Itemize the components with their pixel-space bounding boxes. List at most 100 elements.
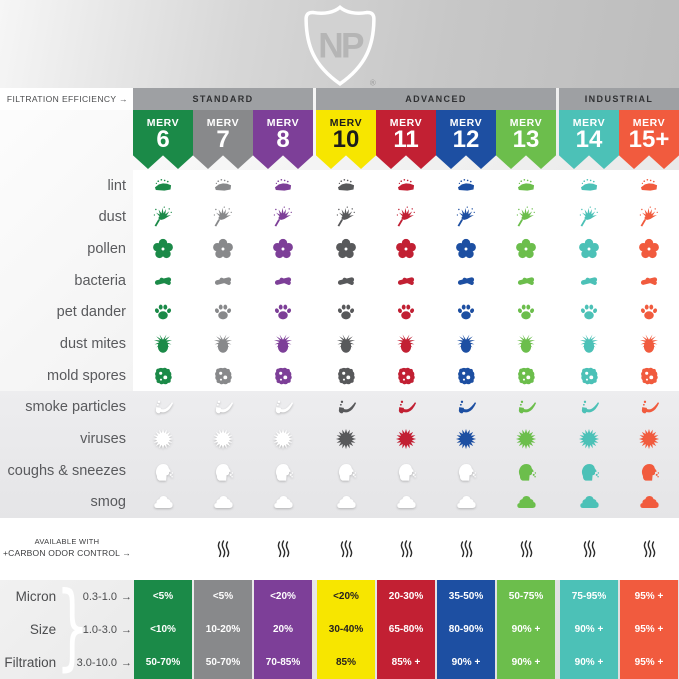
pipe-icon	[578, 396, 600, 418]
mold-icon	[515, 365, 537, 387]
filtration-efficiency-label: FILTRATION EFFICIENCY →	[0, 88, 133, 110]
particle-row-lint: lint	[0, 170, 679, 202]
carbon-label-line2: +CARBON ODOR CONTROL →	[2, 548, 132, 558]
mold-icon	[335, 365, 357, 387]
lint-icon	[638, 175, 660, 197]
smog-icon	[578, 491, 600, 513]
sneeze-icon	[455, 460, 477, 482]
merv-word-label: MERV	[449, 117, 483, 129]
virus-icon	[335, 428, 357, 450]
virus-icon	[395, 428, 417, 450]
dust-icon	[395, 206, 417, 228]
micron-range: 3.0-10.0	[76, 656, 117, 669]
dust-icon	[638, 206, 660, 228]
particle-row-smoke-particles: smoke particles	[0, 391, 679, 423]
efficiency-value: 80-90%	[448, 624, 484, 635]
particle-row-mold-spores: mold spores	[0, 360, 679, 392]
lint-icon	[335, 175, 357, 197]
mite-icon	[272, 333, 294, 355]
sneeze-icon	[212, 460, 234, 482]
sneeze-icon	[578, 460, 600, 482]
size-row-header-filtration: Filtration 3.0-10.0 →	[0, 646, 132, 679]
nordic-pure-shield-logo: NP ®	[304, 4, 376, 88]
efficiency-column-merv-14: 75-95% 90% + 90% +	[560, 580, 618, 679]
pollen-icon	[212, 238, 234, 260]
steam-icon	[637, 536, 661, 563]
efficiency-column-merv-10: <20% 30-40% 85%	[317, 580, 375, 679]
efficiency-value: 70-85%	[265, 657, 301, 668]
pollen-icon	[152, 238, 174, 260]
sneeze-icon	[395, 460, 417, 482]
bacteria-icon	[335, 270, 357, 292]
mite-icon	[335, 333, 357, 355]
pipe-icon	[152, 396, 174, 418]
smog-icon	[335, 491, 357, 513]
steam-icon	[211, 536, 235, 563]
mite-icon	[578, 333, 600, 355]
particle-row-pollen: pollen	[0, 233, 679, 265]
mite-icon	[395, 333, 417, 355]
efficiency-value: <20%	[333, 591, 359, 602]
sneeze-icon	[335, 460, 357, 482]
pollen-icon	[515, 238, 537, 260]
merv-banner-10: MERV 10	[316, 110, 376, 169]
particle-row-dust: dust	[0, 202, 679, 234]
dust-icon	[212, 206, 234, 228]
efficiency-value: 65-80%	[388, 624, 424, 635]
arrow-glyph: →	[121, 656, 132, 669]
efficiency-value: 10-20%	[205, 624, 241, 635]
particle-row-dust-mites: dust mites	[0, 328, 679, 360]
virus-icon	[455, 428, 477, 450]
virus-icon	[152, 428, 174, 450]
lint-icon	[212, 175, 234, 197]
size-row-header-size: Size 1.0-3.0 →	[0, 613, 132, 646]
efficiency-column-merv-11: 20-30% 65-80% 85% +	[377, 580, 435, 679]
paw-icon	[335, 301, 357, 323]
particle-row-viruses: viruses	[0, 423, 679, 455]
steam-icon	[271, 536, 295, 563]
merv-banner-14: MERV 14	[559, 110, 619, 169]
row-label: pollen	[87, 241, 126, 258]
paw-icon	[578, 301, 600, 323]
lint-icon	[272, 175, 294, 197]
efficiency-value: <5%	[152, 591, 174, 602]
mold-icon	[395, 365, 417, 387]
merv-banner-6: MERV 6	[133, 110, 193, 169]
carbon-label-line1: AVAILABLE WITH	[34, 537, 100, 546]
efficiency-value: 95% +	[634, 591, 664, 602]
merv-number: 7	[216, 126, 230, 153]
efficiency-value: <5%	[212, 591, 234, 602]
efficiency-column-merv-12: 35-50% 80-90% 90% +	[437, 580, 495, 679]
smog-icon	[212, 491, 234, 513]
pollen-icon	[638, 238, 660, 260]
smog-icon	[638, 491, 660, 513]
efficiency-column-merv-6: <5% <10% 50-70%	[134, 580, 192, 679]
efficiency-value: 50-75%	[508, 591, 544, 602]
row-label: dust mites	[59, 336, 126, 352]
bacteria-icon	[515, 270, 537, 292]
steam-icon	[577, 536, 601, 563]
efficiency-value: 20%	[272, 624, 293, 635]
efficiency-value: <10%	[150, 624, 176, 635]
category-band-standard: STANDARD	[133, 88, 313, 110]
merv-number: 10	[332, 126, 360, 153]
smog-icon	[515, 491, 537, 513]
merv-word-label: MERV	[389, 117, 423, 129]
efficiency-value: 75-95%	[571, 591, 607, 602]
paw-icon	[395, 301, 417, 323]
virus-icon	[638, 428, 660, 450]
efficiency-column-merv-7: <5% 10-20% 50-70%	[194, 580, 252, 679]
merv-word-label: MERV	[266, 117, 300, 129]
smog-icon	[152, 491, 174, 513]
merv-number: 6	[156, 126, 170, 153]
lint-icon	[455, 175, 477, 197]
dust-icon	[578, 206, 600, 228]
dust-icon	[335, 206, 357, 228]
micron-range: 1.0-3.0	[82, 623, 117, 636]
pollen-icon	[455, 238, 477, 260]
virus-icon	[515, 428, 537, 450]
steam-icon	[454, 536, 478, 563]
particle-row-bacteria: bacteria	[0, 265, 679, 297]
merv-number: 11	[393, 126, 419, 153]
